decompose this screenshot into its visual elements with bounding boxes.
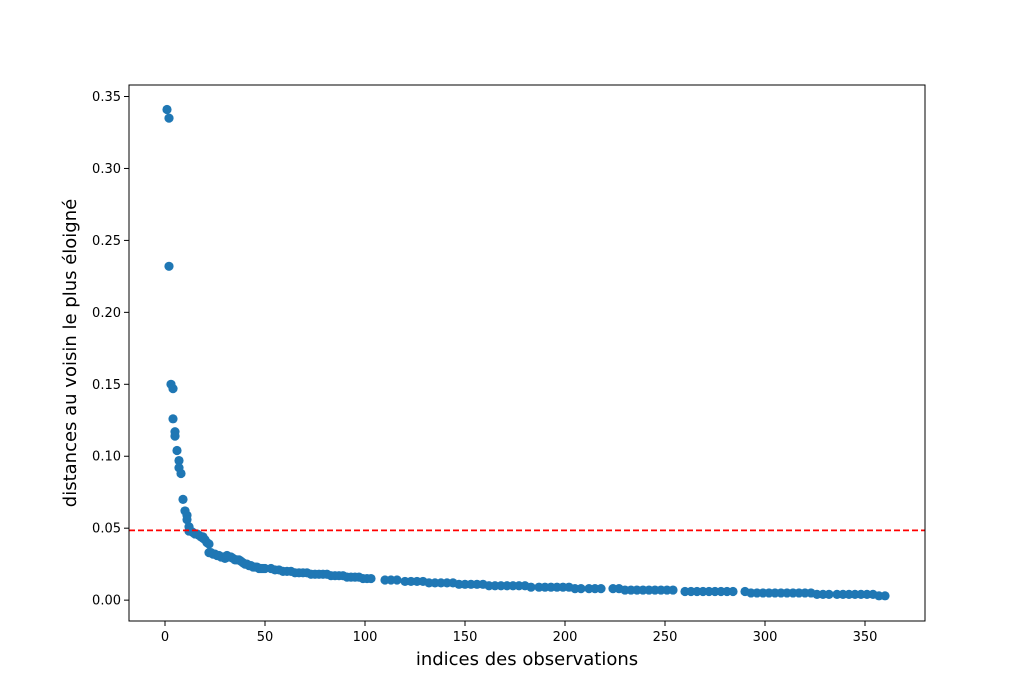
data-point (168, 384, 178, 394)
data-point (596, 584, 606, 594)
data-point (824, 589, 834, 599)
x-tick-label: 100 (353, 630, 378, 645)
y-tick-label: 0.25 (92, 234, 121, 249)
x-tick-label: 250 (653, 630, 678, 645)
y-tick-label: 0.35 (92, 90, 121, 105)
data-point (164, 261, 174, 271)
y-tick-label: 0.30 (92, 162, 121, 177)
data-point (204, 539, 214, 549)
y-tick-label: 0.20 (92, 306, 121, 321)
data-point (576, 584, 586, 594)
data-point (168, 414, 178, 424)
data-point (366, 573, 376, 584)
points-layer (162, 104, 890, 601)
data-point (172, 445, 182, 456)
data-point (728, 586, 738, 597)
x-tick-label: 50 (257, 630, 274, 645)
data-point (182, 514, 192, 525)
data-point (526, 582, 536, 592)
plot-frame (128, 84, 926, 622)
y-tick-label: 0.05 (92, 522, 121, 537)
data-point (668, 585, 678, 595)
x-tick-label: 150 (453, 630, 478, 645)
y-tick-label: 0.10 (92, 450, 121, 465)
data-point (178, 494, 188, 505)
x-tick-label: 350 (853, 630, 878, 645)
data-point (176, 468, 186, 479)
y-axis-label: distances au voisin le plus éloigné (60, 199, 81, 507)
data-point (164, 113, 174, 123)
data-point (880, 591, 890, 601)
data-point (170, 431, 180, 441)
x-tick-label: 300 (753, 630, 778, 645)
x-axis-ticks: 0 50 100 150 200 250 300 350 (161, 621, 878, 645)
y-tick-label: 0.00 (92, 594, 121, 609)
x-tick-label: 200 (553, 630, 578, 645)
x-tick-label: 0 (161, 630, 169, 645)
data-point (162, 104, 172, 115)
y-tick-label: 0.15 (92, 378, 121, 393)
data-point (392, 575, 402, 585)
x-axis-label: indices des observations (416, 649, 638, 670)
data-point (174, 455, 184, 466)
y-axis-ticks: 0.00 0.05 0.10 0.15 0.20 0.25 0.30 0.35 (92, 90, 129, 609)
